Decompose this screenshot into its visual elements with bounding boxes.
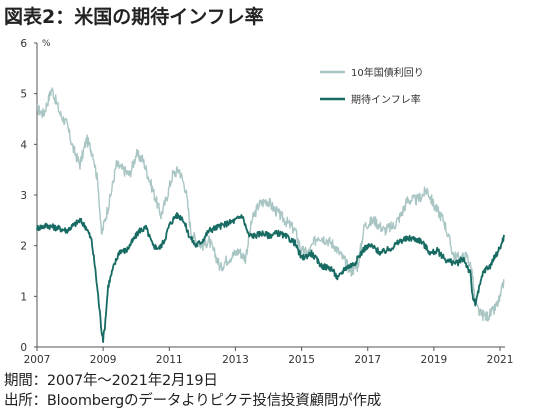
- x-tick-label: 2011: [156, 354, 183, 366]
- x-tick-label: 2015: [288, 354, 315, 366]
- legend-label: 10年国債利回り: [351, 66, 424, 79]
- x-tick-label: 2017: [354, 354, 381, 366]
- y-tick-label: 3: [20, 190, 27, 202]
- period-note: 期間：2007年～2021年2月19日: [4, 373, 218, 389]
- y-tick-label: 6: [20, 38, 27, 50]
- y-tick-label: 1: [20, 291, 27, 303]
- x-tick-label: 2013: [222, 354, 249, 366]
- legend-label: 期待インフレ率: [351, 93, 421, 106]
- source-note: 出所：Bloombergのデータよりピクテ投信投資顧問が作成: [4, 393, 382, 409]
- x-tick-label: 2019: [421, 354, 448, 366]
- x-tick-label: 2007: [24, 354, 51, 366]
- series-line-10y-yield: [36, 87, 505, 322]
- y-tick-label: 4: [20, 139, 27, 151]
- chart-axes: 0 1 2 3 4 5 6 % 2007 2009 2011 2013 2015 2017 2019 2021: [20, 38, 513, 366]
- x-tick-label: 2009: [90, 354, 117, 366]
- chart-series: [36, 87, 506, 343]
- series-line-breakeven-inflation: [36, 212, 506, 343]
- y-tick-label: 0: [20, 342, 27, 354]
- y-unit-label: %: [42, 39, 51, 49]
- y-tick-label: 2: [20, 241, 27, 253]
- y-tick-label: 5: [20, 89, 27, 101]
- x-tick-label: 2021: [487, 354, 514, 366]
- inflation-chart: 0 1 2 3 4 5 6 % 2007 2009 2011 2013 2015 2017 2019 2021…: [20, 38, 513, 366]
- page-title: 図表2：米国の期待インフレ率: [4, 6, 264, 28]
